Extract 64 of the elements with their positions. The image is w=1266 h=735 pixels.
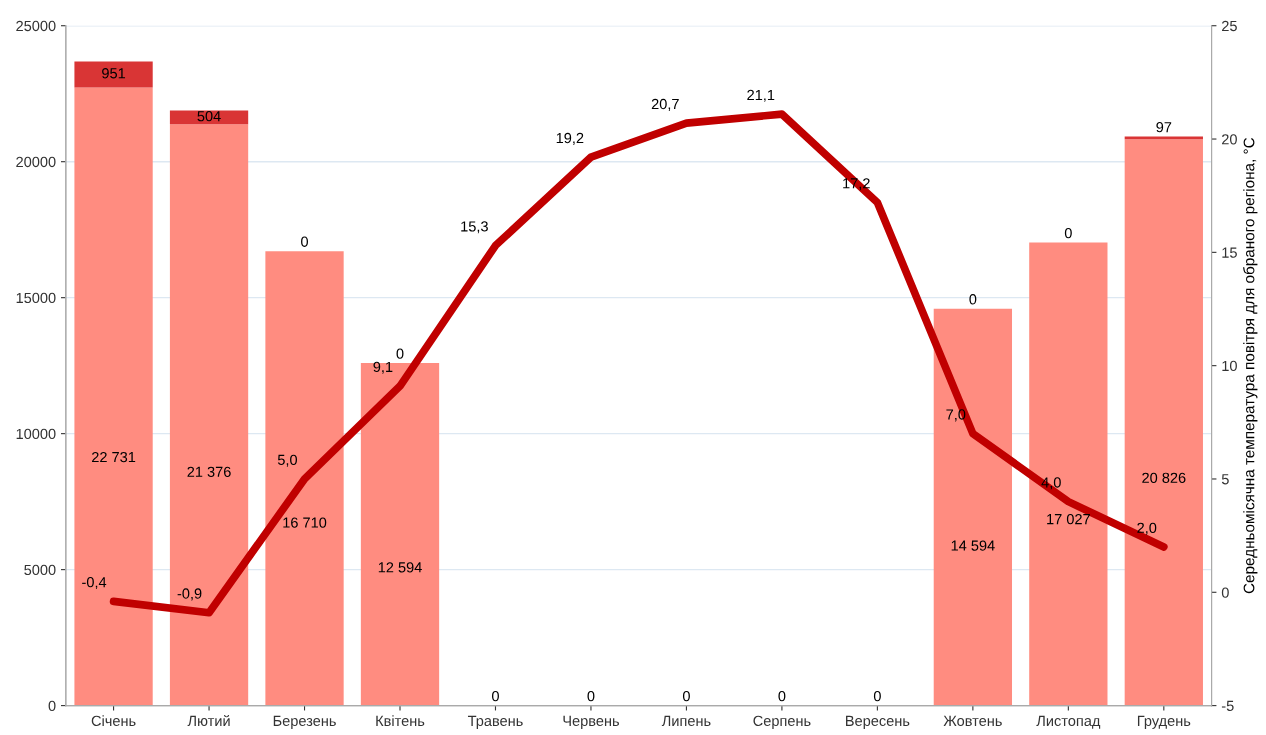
y-tick-label: 5000: [24, 564, 56, 576]
data-label: 7,0: [946, 409, 966, 422]
y-tick-label: 15000: [16, 292, 56, 304]
data-label: 5,0: [277, 454, 298, 467]
x-tick-label: Січень: [91, 715, 136, 727]
x-tick-label: Червень: [563, 715, 620, 729]
y-tick-label: 20000: [16, 156, 56, 168]
x-tick-label: Грудень: [1137, 715, 1191, 729]
y2-tick-label: 5: [1221, 474, 1229, 485]
data-label: 0: [1064, 227, 1072, 239]
x-tick-label: Серпень: [753, 715, 811, 729]
y2-tick-label: 15: [1222, 247, 1237, 258]
y-tick-label: 10000: [16, 428, 56, 440]
data-label: 0: [778, 691, 786, 702]
bar: [74, 87, 153, 706]
x-tick-label: Квітень: [376, 715, 425, 727]
data-label: 2,0: [1137, 522, 1157, 535]
data-label: 21 376: [187, 466, 231, 477]
data-label: 97: [1156, 122, 1172, 133]
data-label: 0: [969, 294, 977, 305]
data-label: 504: [197, 111, 221, 122]
y2-axis-title: Середньомісячна температура повітря для обраного регіона, °C: [1243, 137, 1258, 594]
bar: [265, 251, 344, 706]
bar: [360, 363, 440, 706]
y2-tick-label: 25: [1222, 20, 1237, 32]
bar: [74, 61, 153, 88]
data-label: 12 594: [378, 562, 422, 573]
y-tick-label: 25000: [16, 20, 56, 32]
data-label: 15,3: [461, 221, 488, 234]
y2-tick-label: 0: [1221, 587, 1229, 598]
y2-tick-label: 20: [1222, 134, 1237, 145]
data-label: 0: [873, 691, 881, 702]
bar: [1029, 242, 1108, 706]
x-tick-label: Вересень: [846, 715, 910, 729]
data-label: 17 027: [1047, 513, 1090, 525]
x-tick-label: Травень: [467, 715, 523, 729]
x-tick-label: Липень: [661, 715, 711, 727]
data-label: 16 710: [283, 517, 327, 528]
data-label: -0,9: [177, 588, 202, 601]
data-label: 0: [301, 236, 309, 247]
y2-tick-label: 10: [1222, 360, 1237, 372]
x-tick-label: Листопад: [1036, 715, 1101, 729]
data-label: 14 594: [951, 540, 995, 551]
data-label: 21,1: [747, 89, 775, 102]
y2-tick-label: -5: [1221, 700, 1234, 712]
bar: [1124, 139, 1203, 706]
data-label: 4,0: [1041, 477, 1061, 490]
data-label: 9,1: [373, 361, 393, 374]
data-label: 22 731: [92, 451, 136, 463]
data-label: 20 826: [1142, 472, 1186, 483]
data-label: -0,4: [82, 577, 107, 590]
data-label: 20,7: [651, 98, 679, 111]
x-tick-label: Березень: [273, 715, 336, 729]
x-tick-label: Лютий: [187, 715, 230, 727]
data-label: 0: [587, 691, 595, 702]
data-label: 19,2: [556, 132, 584, 145]
x-tick-label: Жовтень: [943, 715, 1002, 727]
data-label: 0: [492, 691, 499, 702]
data-label: 951: [102, 68, 126, 79]
data-label: 0: [396, 348, 404, 359]
y-tick-label: 0: [48, 700, 56, 712]
bar: [169, 124, 249, 706]
data-label: 0: [682, 691, 690, 702]
bar: [933, 308, 1013, 706]
